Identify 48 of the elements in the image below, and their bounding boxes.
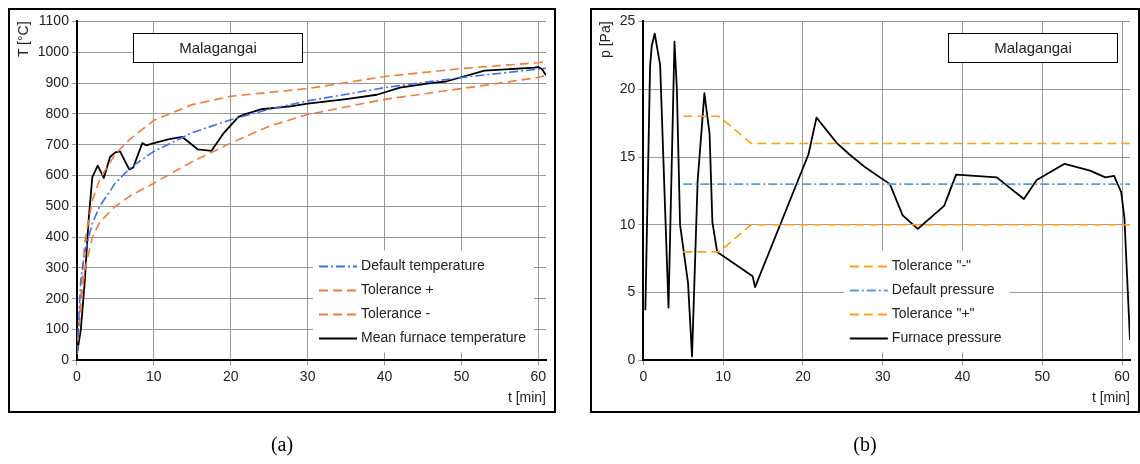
legend-label: Tolerance "+" [891, 305, 975, 322]
x-tick-label: 40 [376, 367, 393, 384]
x-axis-title: t [min] [1091, 389, 1130, 406]
legend-label: Furnace pressure [891, 329, 1002, 346]
y-tick-label: 100 [45, 320, 70, 337]
legend-label: Tolerance + [361, 281, 434, 298]
legend-label: Tolerance - [361, 305, 431, 322]
x-tick-label: 40 [954, 367, 971, 384]
legend-label: Default temperature [361, 257, 485, 274]
y-tick-label: 25 [619, 12, 636, 29]
legend-label: Default pressure [891, 281, 995, 298]
y-tick-label: 15 [619, 147, 636, 164]
x-tick-label: 30 [874, 367, 891, 384]
x-tick-label: 50 [1034, 367, 1051, 384]
y-tick-label: 900 [45, 73, 70, 90]
x-tick-label: 30 [299, 367, 316, 384]
x-axis-title: t [min] [507, 389, 546, 406]
text: (a) [269, 433, 295, 456]
text: (b) [852, 433, 878, 456]
y-tick-label: 20 [619, 80, 636, 97]
y-tick-label: 400 [45, 227, 70, 244]
x-tick-label: 50 [453, 367, 470, 384]
x-tick-label: 60 [530, 367, 547, 384]
x-tick-label: 20 [795, 367, 811, 384]
x-tick-label: 0 [639, 367, 648, 384]
y-tick-label: 0 [627, 351, 636, 368]
legend-label: Mean furnace temperature [361, 329, 527, 346]
legend-label: Tolerance "-" [891, 257, 972, 274]
x-tick-label: 60 [1114, 367, 1131, 384]
x-tick-label: 20 [222, 367, 239, 384]
y-tick-label: 200 [45, 289, 70, 306]
y-tick-label: 700 [45, 135, 70, 152]
label-box: Malagangai [132, 33, 303, 64]
y-axis-title: p [Pa] [597, 21, 614, 58]
y-tick-label: 10 [619, 215, 636, 232]
y-tick-label: 600 [45, 166, 70, 183]
label-box: Malagangai [948, 33, 1118, 64]
y-axis-title: T [°C] [15, 21, 32, 58]
y-tick-label: 800 [45, 104, 70, 121]
y-tick-label: 1000 [37, 43, 70, 60]
x-tick-label: 10 [146, 367, 162, 384]
y-tick-label: 0 [61, 351, 70, 368]
y-tick-label: 5 [627, 283, 636, 300]
x-tick-label: 0 [73, 367, 82, 384]
y-tick-label: 500 [45, 197, 70, 214]
x-tick-label: 10 [715, 367, 732, 384]
y-tick-label: 1100 [38, 12, 70, 29]
y-tick-label: 300 [45, 258, 70, 275]
